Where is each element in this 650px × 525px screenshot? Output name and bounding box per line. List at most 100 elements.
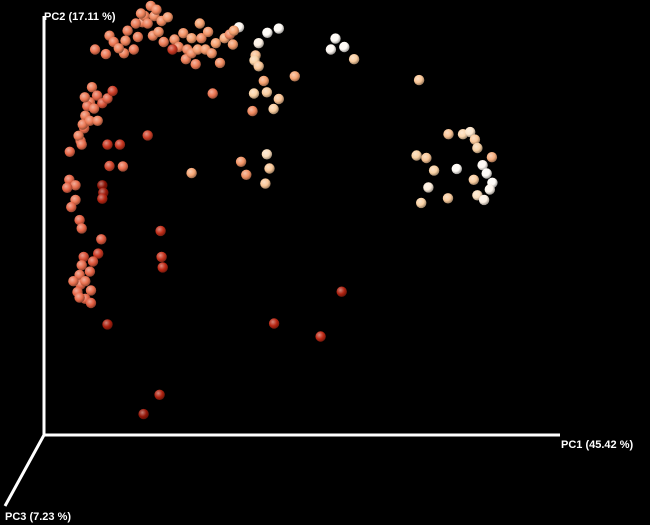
- data-point: [268, 318, 280, 329]
- data-point: [196, 33, 207, 44]
- data-point: [477, 160, 488, 171]
- data-point: [330, 33, 341, 44]
- data-point: [443, 129, 454, 140]
- data-point: [76, 139, 87, 150]
- data-point: [273, 23, 284, 34]
- data-point: [117, 161, 129, 172]
- data-point: [102, 319, 113, 330]
- data-point: [194, 18, 205, 29]
- data-point: [88, 103, 100, 114]
- data-point: [64, 146, 76, 157]
- data-point: [86, 82, 98, 93]
- data-point: [96, 234, 107, 245]
- data-point: [97, 193, 108, 204]
- axes-group: [3, 16, 560, 507]
- data-point: [258, 75, 269, 87]
- data-point: [289, 71, 300, 82]
- data-point: [416, 197, 427, 209]
- data-point: [260, 178, 271, 189]
- data-point: [61, 182, 73, 193]
- data-point: [268, 103, 279, 115]
- data-point: [241, 169, 252, 180]
- data-point: [339, 41, 350, 53]
- data-point: [264, 163, 275, 174]
- data-point: [206, 48, 217, 59]
- data-points-group: [61, 0, 498, 420]
- data-point: [451, 163, 462, 175]
- data-point: [228, 25, 240, 36]
- data-point: [73, 130, 84, 141]
- data-point: [186, 167, 197, 179]
- data-point: [262, 27, 273, 38]
- data-point: [192, 44, 203, 55]
- data-point: [486, 152, 498, 163]
- data-point: [79, 92, 91, 103]
- data-point: [247, 105, 258, 117]
- data-point: [481, 168, 492, 179]
- data-point: [210, 38, 221, 49]
- data-point: [325, 44, 337, 55]
- data-point: [484, 184, 495, 195]
- data-point: [85, 297, 97, 309]
- data-point: [423, 182, 434, 193]
- data-point: [162, 12, 173, 23]
- data-point: [78, 251, 89, 263]
- data-point: [154, 389, 165, 400]
- data-point: [151, 4, 162, 15]
- data-point: [114, 139, 126, 150]
- data-point: [113, 43, 125, 54]
- data-point: [76, 223, 87, 234]
- data-point: [253, 38, 264, 49]
- data-point: [261, 149, 273, 160]
- data-point: [478, 194, 490, 206]
- data-point: [102, 139, 113, 150]
- data-point: [87, 256, 99, 267]
- data-point: [157, 262, 168, 273]
- data-point: [85, 285, 97, 296]
- pc1-axis-label: PC1 (45.42 %): [561, 439, 633, 451]
- data-point: [122, 25, 133, 36]
- data-point: [84, 266, 96, 277]
- data-point: [100, 48, 112, 60]
- data-point: [66, 201, 77, 213]
- data-point: [273, 93, 284, 105]
- data-point: [80, 276, 91, 287]
- data-point: [93, 248, 104, 259]
- data-point: [91, 90, 103, 101]
- data-point: [207, 88, 218, 99]
- data-point: [413, 74, 425, 86]
- data-point: [411, 150, 422, 161]
- data-point: [156, 251, 167, 263]
- data-point: [153, 26, 164, 38]
- data-point: [92, 115, 103, 127]
- data-point: [68, 276, 79, 287]
- data-point: [142, 130, 153, 141]
- pc2-axis-label: PC2 (17.11 %): [44, 11, 116, 23]
- pc3-axis-line: [3, 434, 46, 507]
- data-point: [74, 214, 85, 226]
- data-point: [135, 8, 147, 19]
- data-point: [428, 165, 440, 176]
- data-point: [186, 33, 197, 44]
- data-point: [315, 331, 326, 342]
- data-point: [468, 174, 479, 185]
- data-point: [130, 18, 141, 29]
- data-point: [336, 286, 347, 297]
- data-point: [261, 87, 273, 98]
- data-point: [190, 58, 201, 70]
- data-point: [74, 292, 85, 303]
- data-point: [120, 35, 131, 46]
- data-point: [202, 26, 214, 38]
- data-point: [89, 44, 101, 55]
- data-point: [235, 156, 247, 167]
- data-point: [248, 88, 260, 99]
- data-point: [102, 93, 113, 104]
- data-point: [84, 115, 96, 127]
- data-point: [76, 260, 87, 271]
- data-point: [465, 126, 476, 138]
- data-point: [155, 225, 166, 237]
- data-point: [158, 36, 169, 48]
- data-point: [70, 180, 81, 191]
